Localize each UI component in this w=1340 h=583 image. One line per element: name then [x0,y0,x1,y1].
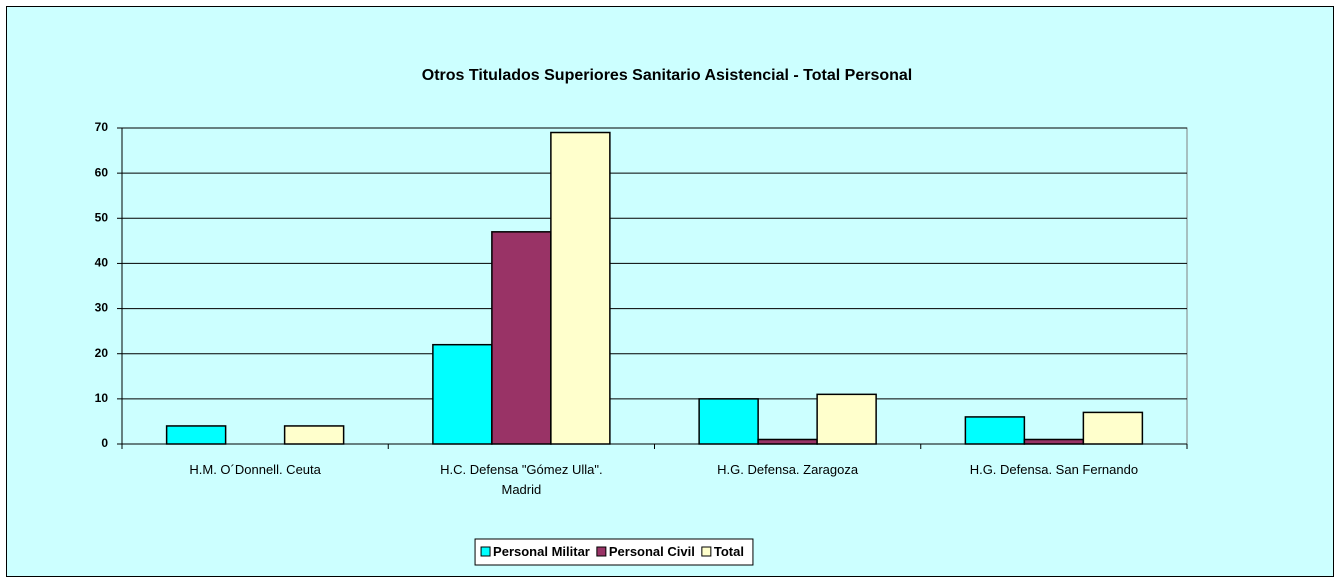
bar [1023,438,1085,445]
legend-swatch [596,546,607,557]
y-tick-label: 0 [101,436,108,450]
bar [757,438,818,445]
x-tick-label: H.G. Defensa. San Fernando [969,462,1139,477]
chart-title: Otros Titulados Superiores Sanitario Asi… [422,67,913,84]
bar [165,425,227,445]
bar [550,131,611,445]
plot-area [121,127,1188,445]
y-tick-label: 20 [95,346,109,360]
y-tick-label: 30 [95,301,109,315]
x-tick-label: H.C. Defensa "Gómez Ulla". Madrid [440,462,603,497]
y-tick-label: 70 [95,120,109,134]
x-tick-label: H.M. O´Donnell. Ceuta [189,462,321,477]
legend-label: Personal Militar [493,544,590,559]
legend-label: Personal Civil [609,544,695,559]
bar [816,393,877,445]
bar [283,425,345,445]
y-tick-label: 40 [95,256,109,270]
y-tick-label: 60 [95,165,109,179]
legend-swatch [701,546,712,557]
x-tick-label: H.G. Defensa. Zaragoza [717,462,859,477]
y-tick-label: 50 [95,210,109,224]
bar [1082,411,1144,445]
legend-swatch [480,546,491,557]
legend-label: Total [714,544,744,559]
bar [491,231,552,445]
bar [432,343,493,445]
legend: Personal Militar Personal Civil Total [474,538,754,566]
bar [698,398,759,445]
y-tick-label: 10 [95,391,109,405]
bar [964,416,1026,445]
